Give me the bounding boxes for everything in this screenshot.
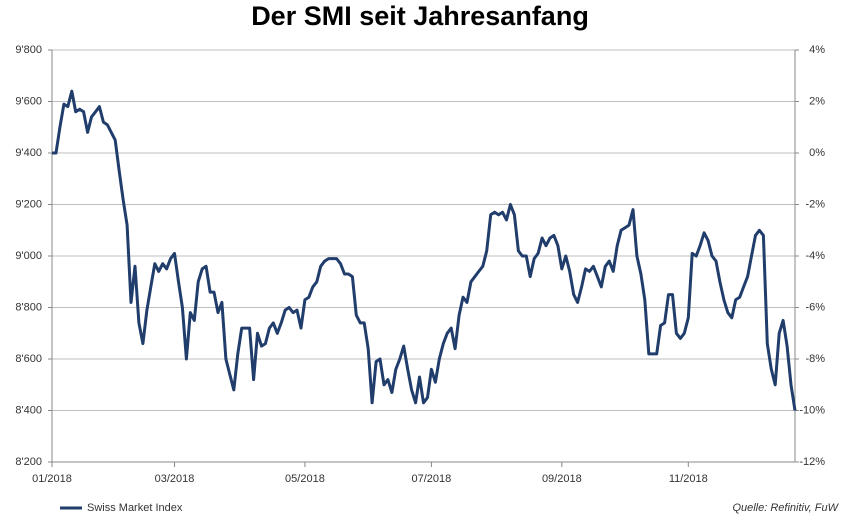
y-tick-label: 9'400 <box>15 147 42 159</box>
x-tick-label: 03/2018 <box>155 473 195 485</box>
x-tick-label: 11/2018 <box>669 473 708 485</box>
y2-tick-label: 0% <box>809 147 825 159</box>
y2-tick-label: -8% <box>805 353 825 365</box>
source-note: Quelle: Refinitiv, FuW <box>732 502 839 514</box>
series-line <box>52 89 797 411</box>
y-tick-label: 8'400 <box>15 404 42 416</box>
x-tick-label: 07/2018 <box>412 473 452 485</box>
x-tick-label: 01/2018 <box>32 473 72 485</box>
y2-tick-label: -4% <box>805 250 825 262</box>
y2-tick-label: -10% <box>799 404 825 416</box>
y-tick-label: 8'200 <box>15 456 42 468</box>
y-tick-label: 9'800 <box>15 44 42 56</box>
chart-title: Der SMI seit Jahresanfang <box>251 1 589 31</box>
y-tick-label: 9'600 <box>15 95 42 107</box>
y2-tick-label: 4% <box>809 44 825 56</box>
y-tick-label: 9'000 <box>15 250 42 262</box>
legend-label: Swiss Market Index <box>87 502 183 514</box>
y2-tick-label: -12% <box>799 456 825 468</box>
x-tick-label: 09/2018 <box>542 473 582 485</box>
x-tick-label: 05/2018 <box>285 473 325 485</box>
y2-tick-label: 2% <box>809 95 825 107</box>
y-tick-label: 8'800 <box>15 301 42 313</box>
y-tick-label: 9'200 <box>15 198 42 210</box>
y2-tick-label: -2% <box>805 198 825 210</box>
y-tick-label: 8'600 <box>15 353 42 365</box>
y2-tick-label: -6% <box>805 301 825 313</box>
